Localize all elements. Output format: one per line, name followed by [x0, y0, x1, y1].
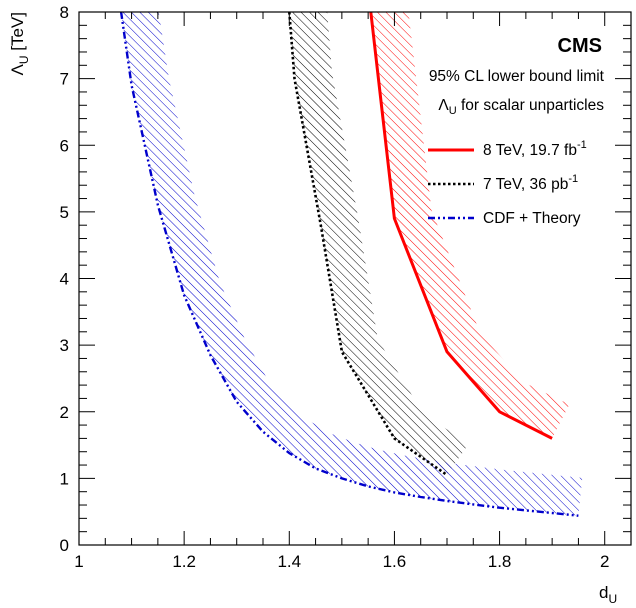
- limit-curves-layer: [119, 11, 579, 517]
- x-tick-label: 2: [600, 552, 609, 571]
- series-line-0: [369, 11, 553, 440]
- y-tick-label: 3: [60, 336, 69, 355]
- series-line-1: [288, 11, 448, 477]
- hatch-band-2: [121, 12, 583, 516]
- x-tick-label: 1.2: [172, 552, 196, 571]
- legend: 8 TeV, 19.7 fb-1 7 TeV, 36 pb-1 CDF + Theo…: [428, 139, 587, 227]
- y-tick-label: 2: [60, 403, 69, 422]
- annotation-line-2: ΛU for scalar unparticles: [438, 97, 604, 117]
- x-tick-label: 1.8: [488, 552, 512, 571]
- cms-label: CMS: [558, 35, 602, 57]
- x-tick-label: 1: [74, 552, 83, 571]
- hatch-band-0: [370, 12, 570, 439]
- legend-label-1: 7 TeV, 36 pb-1: [483, 173, 578, 193]
- y-tick-label: 8: [60, 3, 69, 22]
- hatch-band-1: [289, 12, 469, 475]
- series-line-2: [119, 11, 579, 517]
- exclusion-hatch-layer: [121, 12, 583, 516]
- legend-label-0: 8 TeV, 19.7 fb-1: [483, 139, 587, 159]
- x-tick-label: 1.6: [383, 552, 407, 571]
- y-axis-title: ΛU [TeV]: [8, 12, 31, 76]
- x-axis-title: dU: [599, 583, 617, 606]
- y-tick-label: 4: [60, 270, 69, 289]
- axis-ticks: [78, 11, 632, 546]
- y-tick-label: 0: [60, 536, 69, 555]
- y-tick-label: 7: [60, 70, 69, 89]
- annotation-line-1: 95% CL lower bound limit: [429, 68, 605, 85]
- x-tick-label: 1.4: [277, 552, 301, 571]
- y-tick-label: 1: [60, 469, 69, 488]
- y-tick-label: 5: [60, 203, 69, 222]
- legend-label-2: CDF + Theory: [483, 210, 581, 227]
- y-tick-label: 6: [60, 136, 69, 155]
